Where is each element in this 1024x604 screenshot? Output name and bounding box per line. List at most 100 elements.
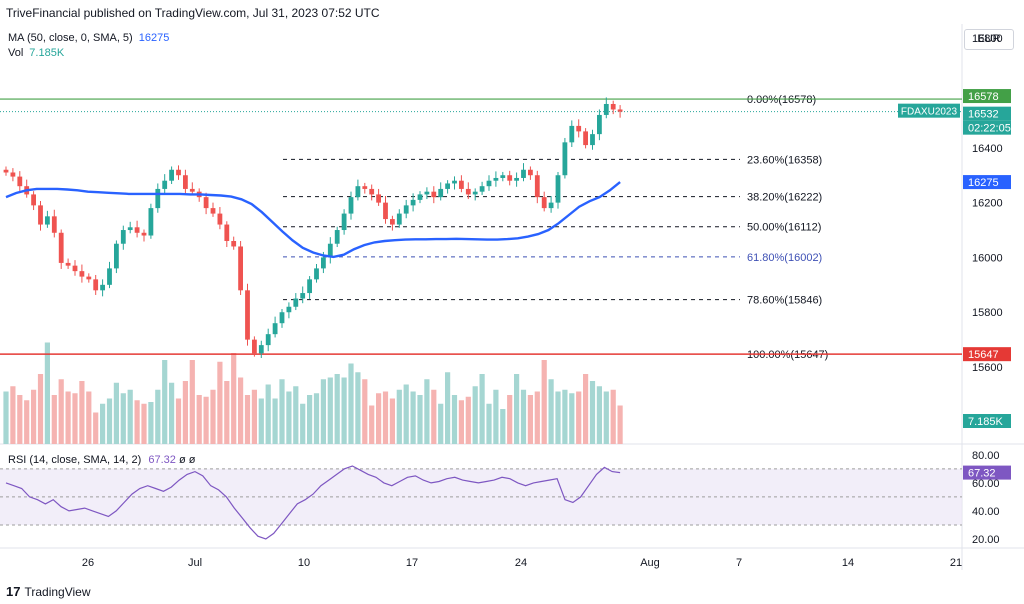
volume-bar [175,398,182,444]
resistance-price-label: 16578 [968,91,999,103]
candle-body [493,177,499,181]
candle-body [238,246,243,291]
candle-body [258,345,264,354]
time-axis-tick: 24 [515,557,527,569]
tradingview-brand: TradingView [24,584,91,599]
candle-body [93,279,99,291]
volume-bar [244,395,251,444]
volume-bar [141,403,147,444]
candle-body [362,186,368,189]
candle-body [51,216,57,233]
candle-body [369,188,375,195]
candle-body [583,131,588,146]
candle-body [528,169,533,176]
candle-body [72,265,78,272]
volume-bar [286,391,292,444]
price-labels-group: 16578 16532 02:22:05 16275 15647 7.185K 67.32 F… [898,89,1011,480]
volume-bar [596,386,602,444]
resistance-price-label-bg [963,89,1011,104]
fib-level-label: 78.60%(15846) [747,295,822,307]
candle-body [286,306,292,313]
candle-body [465,188,471,195]
candle-body [217,213,223,225]
candle-body [562,142,568,176]
time-axis-tick: Jul [188,557,202,569]
volume-bar [603,391,609,444]
candle-body [555,175,561,203]
candle-body [17,176,23,187]
rsi-price-label-bg [963,465,1011,480]
volume-bar [79,381,85,444]
volume-bar [438,403,444,444]
ma-legend[interactable]: MA (50, close, 0, SMA, 5) 16275 [8,32,169,44]
candle-body [341,213,347,231]
candle-body [396,213,402,225]
volume-bar [376,393,382,444]
volume-bar [507,395,513,444]
volume-bar [3,391,9,444]
volume-bar [465,396,471,444]
volume-bar [44,342,50,444]
volume-bar [534,391,540,444]
volume-bar [31,389,37,444]
candle-body [231,240,237,247]
time-axis-tick: Aug [640,557,660,569]
volume-bar [106,398,113,444]
volume-bar [293,386,299,444]
candle-body [410,199,416,206]
candle-body [79,271,85,277]
volume-bar [369,405,375,444]
candle-body [403,205,409,214]
support-price-label: 15647 [968,349,999,361]
time-axis-tick: 7 [736,557,742,569]
volume-bar [238,377,244,444]
time-axis-tick: 21 [950,557,962,569]
volume-bar [279,379,285,444]
price-axis-tick: 15800 [972,307,1003,319]
volume-bar [189,360,195,444]
volume-bar [120,393,126,444]
candle-body [327,243,333,258]
tradingview-logo[interactable]: 17 TradingView [6,584,91,599]
candle-body [376,194,381,203]
candle-body [293,298,299,307]
rsi-legend[interactable]: RSI (14, close, SMA, 14, 2) 67.32 ø ø [8,454,195,466]
volume-bar [320,379,326,444]
candle-body [459,180,464,189]
volume-bar [313,393,320,444]
volume-bar [182,381,188,444]
ma-legend-label: MA (50, close, 0, SMA, 5) [8,32,133,44]
fib-level-label: 0.00%(16578) [747,94,816,106]
fib-level-label: 100.00%(15647) [747,349,828,361]
volume-bar [355,372,361,444]
currency-button[interactable]: EUR [964,29,1014,50]
volume-bar [24,400,30,444]
volume-bar [217,361,223,444]
candle-body [169,169,174,181]
price-axis-tick: 16000 [972,252,1003,264]
symbol-label-bg [898,103,960,118]
candle-body [548,202,554,209]
volume-bar [210,389,216,444]
candle-body [31,194,36,206]
volume-bar [272,398,278,444]
volume-bar [162,360,168,444]
candle-body [127,227,133,231]
rsi-axis-tick: 80.00 [972,450,1000,462]
volume-bar [382,391,389,444]
candle-body [86,276,92,280]
candle-body [10,172,16,177]
volume-bar [307,395,313,444]
volume-legend[interactable]: Vol 7.185K [8,47,64,59]
volume-bar [486,403,492,444]
candle-body [265,334,271,346]
price-chart[interactable]: 0.00%(16578) 23.60%(16358) 38.20%(16222) 50… [0,0,1024,580]
candle-body [500,175,506,178]
volume-bar [396,389,402,444]
horizontal-lines-group [0,98,962,355]
volume-legend-value: 7.185K [29,47,65,59]
volume-bar [127,389,133,444]
candle-body [445,183,450,189]
fib-level-label: 23.60%(16358) [747,154,822,166]
volume-price-label-bg [963,414,1011,428]
